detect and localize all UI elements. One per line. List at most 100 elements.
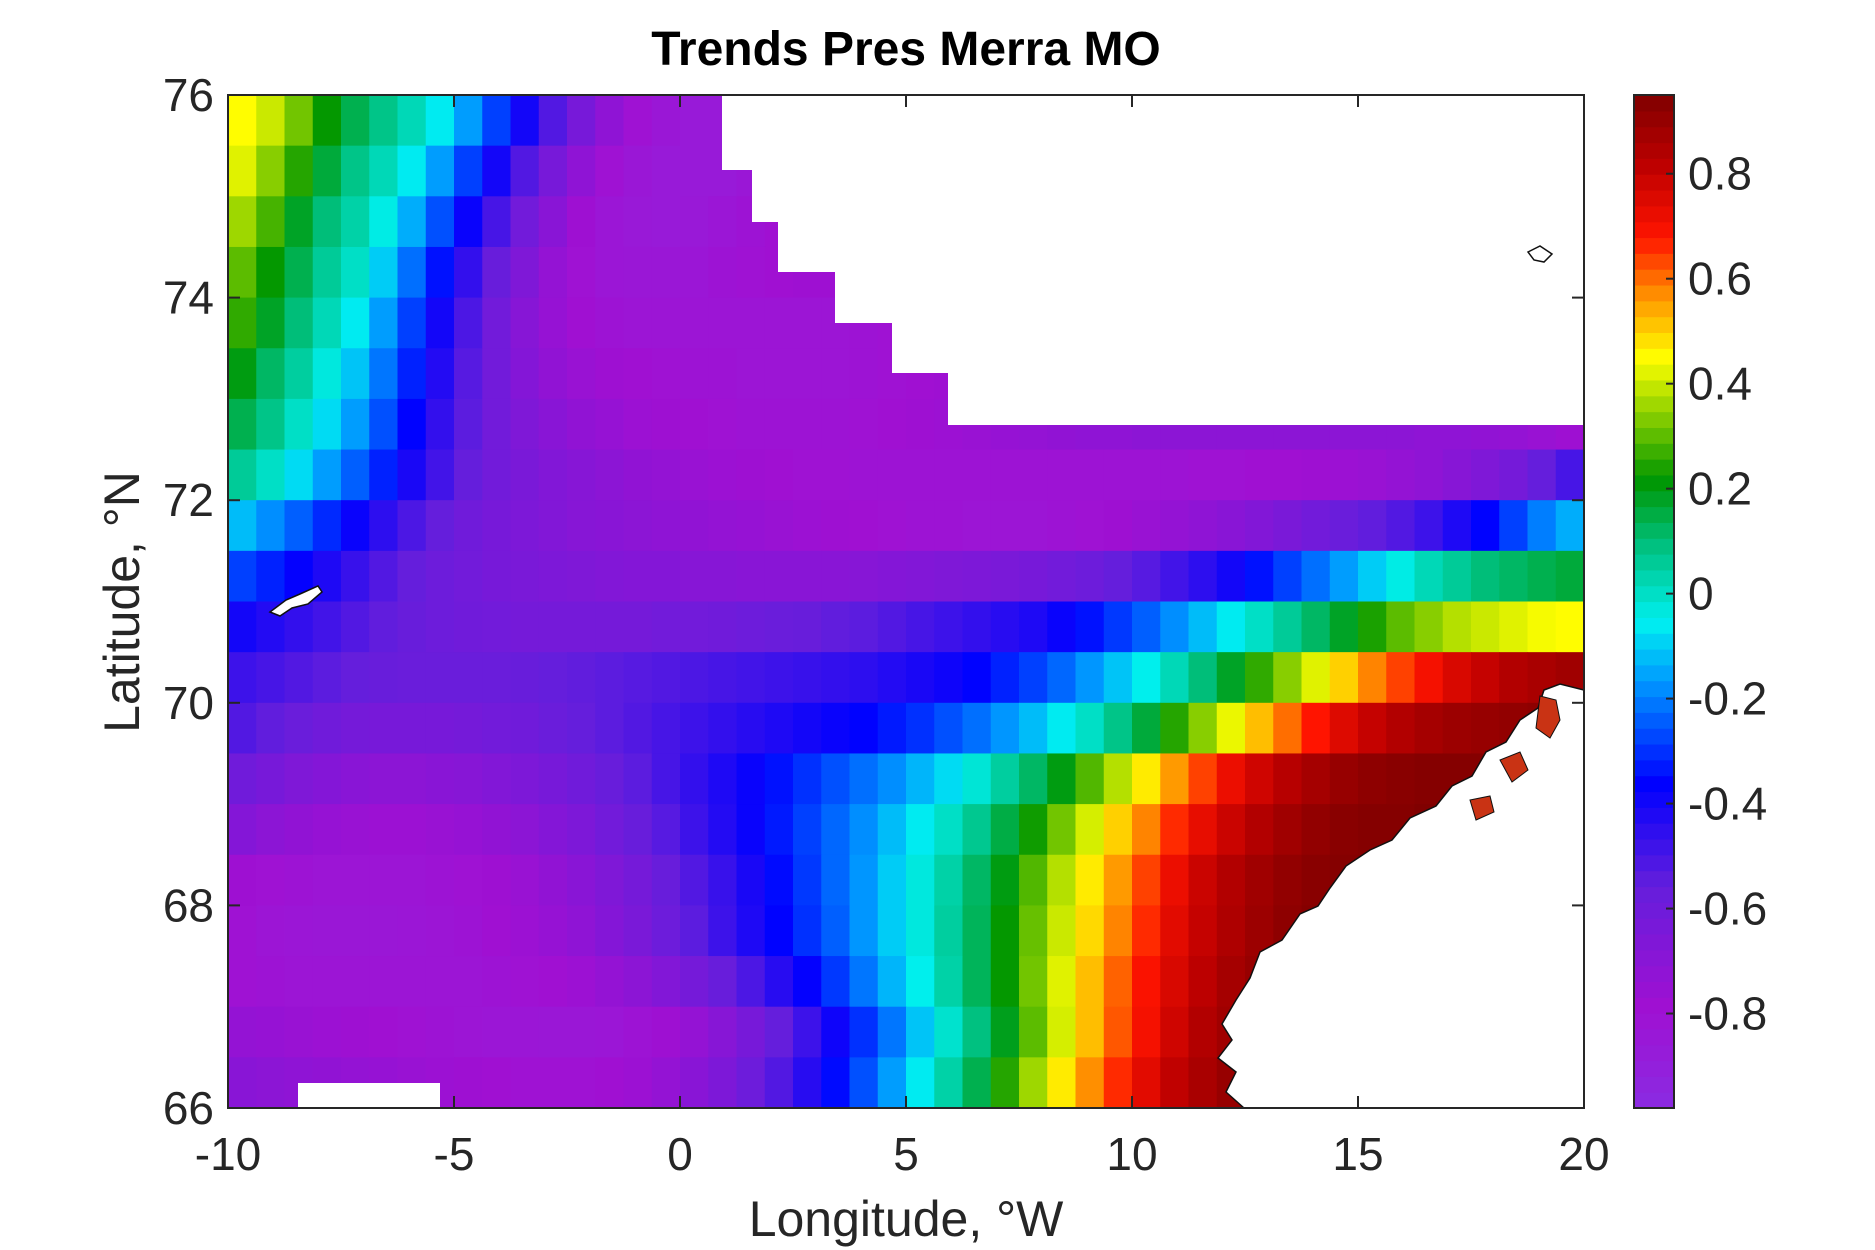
- heatmap-cell: [1329, 652, 1359, 704]
- heatmap-cell: [538, 804, 568, 856]
- heatmap-cell: [284, 1006, 314, 1058]
- x-tick-label: 20: [1558, 1128, 1609, 1180]
- colorbar-level: [1634, 126, 1674, 144]
- colorbar-level: [1634, 474, 1674, 492]
- heatmap-cell: [1216, 500, 1246, 552]
- heatmap-cell: [256, 196, 286, 248]
- y-tick-label: 76: [163, 69, 214, 121]
- heatmap-cell: [821, 449, 851, 501]
- heatmap-cell: [1216, 804, 1246, 856]
- heatmap-cell: [1386, 500, 1416, 552]
- heatmap-cell: [1386, 601, 1416, 653]
- heatmap-cell: [1471, 601, 1500, 653]
- y-axis-ticks: 66 68 70 72 74 76: [163, 69, 1584, 1134]
- heatmap-cell: [1047, 702, 1077, 755]
- colorbar-level: [1634, 633, 1674, 650]
- heatmap-cell: [1245, 753, 1274, 805]
- heatmap-cell: [990, 601, 1020, 653]
- heatmap-cell: [369, 398, 399, 451]
- heatmap-cell: [312, 297, 342, 349]
- heatmap-cell: [1188, 804, 1218, 856]
- y-tick-label: 74: [163, 272, 214, 324]
- heatmap-cell: [1499, 500, 1529, 552]
- heatmap-cell: [1414, 550, 1444, 603]
- heatmap-cell: [877, 702, 907, 755]
- heatmap-cell: [341, 804, 370, 856]
- heatmap-cell: [595, 702, 625, 755]
- heatmap-cell: [312, 145, 342, 197]
- heatmap-cell: [764, 550, 794, 603]
- heatmap-cell: [228, 500, 257, 552]
- heatmap-cell: [736, 348, 766, 400]
- heatmap-cell: [849, 702, 879, 755]
- heatmap-cell: [284, 196, 314, 248]
- heatmap-cell: [482, 550, 512, 603]
- heatmap-cell: [397, 753, 427, 805]
- heatmap-cell: [1103, 804, 1133, 856]
- heatmap-cell: [1471, 652, 1500, 704]
- heatmap-cell: [793, 550, 822, 603]
- heatmap-cell: [849, 854, 879, 906]
- heatmap-cell: [990, 652, 1020, 704]
- island-west: [268, 585, 323, 617]
- heatmap-cell: [962, 1006, 992, 1058]
- heatmap-cell: [623, 956, 653, 1008]
- heatmap-cell: [793, 601, 822, 653]
- heatmap-cell: [341, 905, 370, 957]
- heatmap-cell: [482, 348, 512, 400]
- heatmap-cell: [1273, 804, 1303, 856]
- heatmap-cell: [1188, 956, 1218, 1008]
- heatmap-cell: [397, 854, 427, 906]
- heatmap-cell: [538, 196, 568, 248]
- heatmap-cell: [538, 145, 568, 197]
- heatmap-cell: [369, 196, 399, 248]
- heatmap-cell: [623, 246, 653, 299]
- heatmap-cell: [454, 196, 483, 248]
- heatmap-cell: [567, 854, 596, 906]
- heatmap-cell: [708, 905, 738, 957]
- heatmap-cell: [595, 348, 625, 400]
- heatmap-cell: [821, 550, 851, 603]
- heatmap-cell: [906, 905, 935, 957]
- heatmap-cell: [567, 1057, 596, 1108]
- heatmap-cell: [1499, 449, 1529, 501]
- heatmap-cell: [312, 702, 342, 755]
- heatmap-cell: [425, 398, 455, 451]
- heatmap-cell: [623, 1057, 653, 1108]
- heatmap-cell: [906, 1006, 935, 1058]
- colorbar-tick-label: -0.6: [1688, 883, 1767, 935]
- colorbar-level: [1634, 427, 1674, 444]
- heatmap-cell: [341, 702, 370, 755]
- colorbar-frame: [1633, 94, 1675, 1109]
- heatmap-cell: [256, 652, 286, 704]
- heatmap-cell: [595, 449, 625, 501]
- heatmap-cell: [990, 550, 1020, 603]
- heatmap-cell: [454, 804, 483, 856]
- heatmap-cell: [284, 449, 314, 501]
- heatmap-cell: [510, 196, 540, 248]
- heatmap-cell: [369, 753, 399, 805]
- heatmap-cell: [595, 804, 625, 856]
- heatmap-cell: [793, 297, 822, 349]
- heatmap-cell: [397, 500, 427, 552]
- heatmap-cell: [1160, 854, 1190, 906]
- heatmap-cell: [962, 753, 992, 805]
- heatmap-cell: [708, 1006, 738, 1058]
- heatmap-cell: [849, 804, 879, 856]
- heatmap-cell: [425, 500, 455, 552]
- heatmap-cell: [256, 449, 286, 501]
- heatmap-cell: [1019, 702, 1048, 755]
- heatmap-cell: [256, 804, 286, 856]
- heatmap-cell: [1216, 601, 1246, 653]
- heatmap-cell: [284, 804, 314, 856]
- heatmap-cell: [680, 145, 709, 197]
- heatmap-cell: [736, 753, 766, 805]
- heatmap-cell: [680, 702, 709, 755]
- heatmap-cell: [256, 854, 286, 906]
- colorbar-level: [1634, 569, 1674, 587]
- heatmap-cell: [228, 956, 257, 1008]
- heatmap-cell: [454, 1057, 483, 1108]
- heatmap-cell: [934, 905, 964, 957]
- heatmap-cell: [1132, 1006, 1161, 1058]
- colorbar-level: [1634, 648, 1674, 666]
